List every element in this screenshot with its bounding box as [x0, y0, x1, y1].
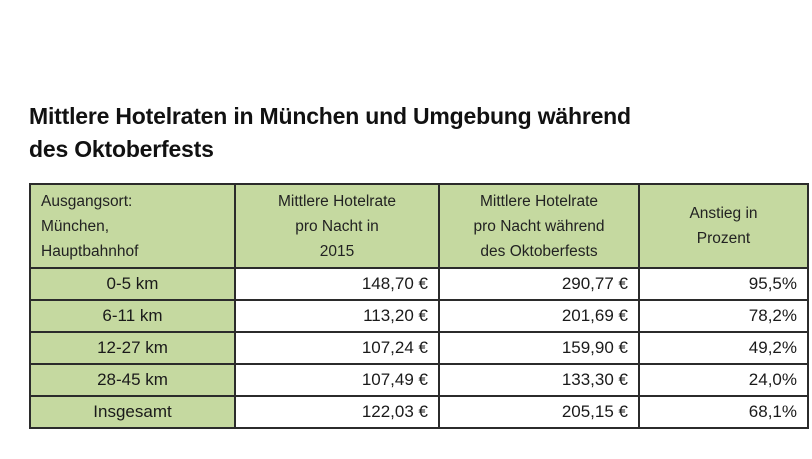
rate-2015-cell: 113,20 € — [234, 299, 440, 333]
header-rate-2015-line: pro Nacht in — [295, 217, 379, 235]
page-title: Mittlere Hotelraten in München und Umgeb… — [29, 100, 789, 166]
header-increase-line: Anstieg in — [689, 205, 758, 222]
distance-cell: 6-11 km — [29, 299, 236, 333]
header-rate-2015: Mittlere Hotelrate pro Nacht in 2015 — [234, 183, 440, 269]
header-rate-oktoberfest-line: Mittlere Hotelrate — [479, 192, 598, 210]
table-row: 12-27 km 107,24 € 159,90 € 49,2% — [29, 331, 809, 365]
header-rate-oktoberfest-line: pro Nacht während — [473, 217, 605, 235]
distance-cell: 28-45 km — [29, 363, 236, 397]
rate-oktoberfest-cell: 133,30 € — [438, 363, 640, 397]
rate-2015-cell: 107,49 € — [234, 363, 440, 397]
rate-2015-cell: 122,03 € — [234, 395, 440, 429]
distance-cell: 12-27 km — [29, 331, 236, 365]
table-row: 6-11 km 113,20 € 201,69 € 78,2% — [29, 299, 809, 333]
rate-oktoberfest-cell: 205,15 € — [438, 395, 640, 429]
header-rate-2015-line: 2015 — [319, 242, 355, 260]
header-increase: Anstieg in Prozent — [638, 183, 809, 269]
rate-oktoberfest-cell: 201,69 € — [438, 299, 640, 333]
table-row: 28-45 km 107,49 € 133,30 € 24,0% — [29, 363, 809, 397]
increase-cell: 95,5% — [638, 267, 809, 301]
header-rate-2015-line: Mittlere Hotelrate — [277, 192, 396, 210]
title-line-2: des Oktoberfests — [29, 136, 214, 162]
header-origin: Ausgangsort: München, Hauptbahnhof — [29, 183, 236, 269]
hotel-rates-table: Ausgangsort: München, Hauptbahnhof Mittl… — [29, 183, 809, 429]
distance-cell: 0-5 km — [29, 267, 236, 301]
rate-oktoberfest-cell: 290,77 € — [438, 267, 640, 301]
increase-cell: 49,2% — [638, 331, 809, 365]
rate-oktoberfest-cell: 159,90 € — [438, 331, 640, 365]
table-row: 0-5 km 148,70 € 290,77 € 95,5% — [29, 267, 809, 301]
header-origin-line: Ausgangsort: — [41, 192, 133, 210]
rate-2015-cell: 107,24 € — [234, 331, 440, 365]
table-row-total: Insgesamt 122,03 € 205,15 € 68,1% — [29, 395, 809, 429]
header-origin-line: München, — [41, 217, 110, 235]
distance-cell: Insgesamt — [29, 395, 236, 429]
title-line-1: Mittlere Hotelraten in München und Umgeb… — [29, 103, 631, 129]
header-rate-oktoberfest-line: des Oktoberfests — [480, 242, 598, 260]
increase-cell: 24,0% — [638, 363, 809, 397]
increase-cell: 68,1% — [638, 395, 809, 429]
increase-cell: 78,2% — [638, 299, 809, 333]
rate-2015-cell: 148,70 € — [234, 267, 440, 301]
header-increase-line: Prozent — [696, 230, 751, 247]
header-origin-line: Hauptbahnhof — [41, 242, 139, 260]
table-header-row: Ausgangsort: München, Hauptbahnhof Mittl… — [29, 183, 809, 269]
header-rate-oktoberfest: Mittlere Hotelrate pro Nacht während des… — [438, 183, 640, 269]
